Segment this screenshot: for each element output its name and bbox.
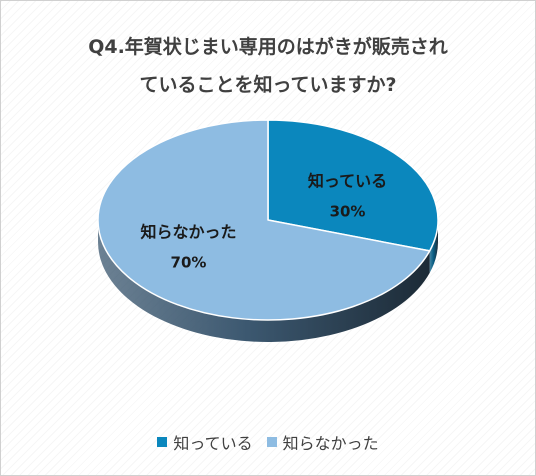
slice-value-unknown: 70%: [171, 253, 207, 271]
slice-value-known: 30%: [330, 203, 366, 221]
chart-title: Q4.年賀状じまい専用のはがきが販売され ていることを知っていますか?: [0, 28, 536, 104]
slice-label-known: 知っている: [308, 172, 387, 191]
pie-slice-known: [267, 119, 439, 252]
legend-swatch-unknown: [266, 437, 277, 447]
legend-label-known: 知っている: [173, 434, 253, 453]
chart-title-line-1: Q4.年賀状じまい専用のはがきが販売され: [88, 36, 448, 58]
pie-side-known-0: [429, 220, 438, 273]
legend-label-unknown: 知らなかった: [282, 434, 379, 453]
pie-side-walls: [98, 220, 438, 342]
legend-swatch-known: [157, 437, 168, 447]
chart-legend: 知っている 知らなかった: [0, 430, 536, 454]
pie-slice-unknown: [97, 119, 431, 321]
pie-side-unknown-0: [98, 220, 430, 342]
legend-item-known: 知っている: [157, 430, 253, 454]
slice-label-unknown: 知らなかった: [140, 222, 236, 241]
legend-item-unknown: 知らなかった: [266, 430, 379, 454]
chart-title-line-2: ていることを知っていますか?: [139, 74, 397, 96]
